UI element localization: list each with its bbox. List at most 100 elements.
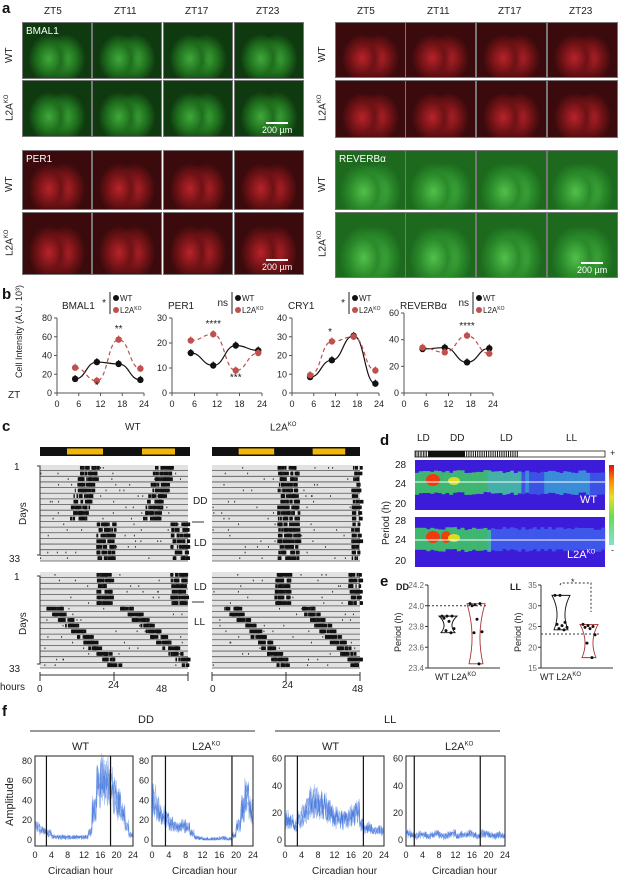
heatmap-cell <box>525 529 530 552</box>
activity-mark <box>278 652 283 656</box>
activity-mark <box>149 505 153 510</box>
activity-mark <box>69 623 71 628</box>
activity-mark <box>75 499 77 504</box>
activity-mark <box>171 601 175 605</box>
protocol-ld-tick <box>516 451 518 457</box>
activity-mark <box>286 545 289 549</box>
activity-mark <box>83 647 85 650</box>
micrograph-0-1-1 <box>92 80 162 137</box>
activity-mark <box>357 595 359 600</box>
activity-mark <box>293 499 296 504</box>
legend-label-wt: WT <box>120 294 133 303</box>
colorbar-minus: - <box>611 545 614 555</box>
activity-mark <box>311 495 313 497</box>
activity-mark <box>162 477 167 481</box>
amplitude-plot-frame <box>34 755 134 847</box>
activity-mark <box>356 505 361 510</box>
e-dd-tick-label: 23.6 <box>408 643 424 652</box>
legend-label-wt: WT <box>483 294 496 303</box>
protocol-ld-tick <box>426 451 427 457</box>
activity-mark <box>303 606 305 611</box>
heatmap-cell <box>540 527 545 550</box>
activity-mark <box>130 585 132 587</box>
activity-mark <box>358 657 361 662</box>
d-ko-tick-20: 20 <box>395 556 407 567</box>
activity-mark <box>172 522 176 527</box>
timepoint-label-zt23: ZT23 <box>569 6 593 17</box>
activity-mark <box>138 612 140 617</box>
activity-mark <box>79 466 84 470</box>
activity-mark <box>289 511 291 515</box>
activity-mark <box>153 635 157 639</box>
amplitude-trace <box>405 829 505 840</box>
activity-mark <box>119 489 121 492</box>
protocol-ld-tick <box>508 451 509 457</box>
activity-mark <box>157 590 159 593</box>
activity-mark <box>102 585 104 587</box>
x-tick-label: 12 <box>197 850 207 860</box>
micrograph-1-0-2 <box>476 22 547 78</box>
activity-mark <box>160 488 164 493</box>
x-tick-label: 4 <box>420 850 425 860</box>
activity-mark <box>223 517 225 520</box>
e-dd-point-wt <box>452 627 456 631</box>
activity-mark <box>167 477 170 481</box>
activity-mark <box>162 477 165 481</box>
activity-mark <box>90 635 94 639</box>
activity-mark <box>288 466 293 470</box>
activity-mark <box>237 612 241 617</box>
activity-mark <box>352 516 356 521</box>
activity-mark <box>292 494 295 498</box>
segment-ll: LL <box>566 433 578 444</box>
activity-mark <box>352 499 356 504</box>
e-dd-violin-ko <box>466 603 486 665</box>
heatmap-cell <box>513 472 518 495</box>
heatmap-cell <box>487 470 492 493</box>
activity-mark <box>96 595 101 600</box>
activity-mark <box>94 646 98 651</box>
activity-mark <box>345 652 349 656</box>
activity-mark <box>130 517 132 520</box>
x-tick-label: 12 <box>212 399 222 409</box>
activity-mark <box>85 517 87 520</box>
e-dd-point-ko <box>477 662 481 666</box>
activity-mark <box>151 482 153 487</box>
activity-mark <box>125 606 129 611</box>
activity-mark <box>359 499 364 504</box>
activity-mark <box>40 557 42 559</box>
activity-mark <box>57 606 60 611</box>
activity-mark <box>164 488 169 493</box>
activity-mark <box>156 511 161 515</box>
activity-mark <box>316 483 318 486</box>
activity-mark <box>296 613 298 616</box>
activity-mark <box>351 494 355 498</box>
significance-label: ns <box>217 298 228 309</box>
heatmap-cell <box>532 527 537 550</box>
light-dark-bar <box>212 447 360 456</box>
activity-mark <box>175 550 178 555</box>
activity-mark <box>239 557 241 559</box>
activity-mark <box>82 635 84 639</box>
activity-mark <box>354 505 357 510</box>
activity-mark <box>159 471 163 476</box>
activity-mark <box>86 635 90 639</box>
activity-mark <box>171 545 174 549</box>
activity-mark <box>263 478 265 480</box>
heatmap-cell <box>548 527 552 550</box>
activity-mark <box>160 540 162 543</box>
activity-mark <box>96 640 99 645</box>
activity-mark <box>278 647 280 650</box>
activity-mark <box>351 556 354 560</box>
activity-mark <box>342 640 345 645</box>
activity-mark <box>277 488 280 493</box>
e-ll-point-wt <box>563 620 567 624</box>
activity-mark <box>234 500 236 503</box>
activity-mark <box>249 623 252 628</box>
activity-mark <box>285 482 288 487</box>
activity-mark <box>285 522 288 527</box>
activity-mark <box>185 550 188 555</box>
hour-tick-ko-0: 0 <box>210 684 216 695</box>
activity-mark <box>46 606 49 611</box>
activity-mark <box>274 658 276 661</box>
activity-mark <box>357 471 360 476</box>
